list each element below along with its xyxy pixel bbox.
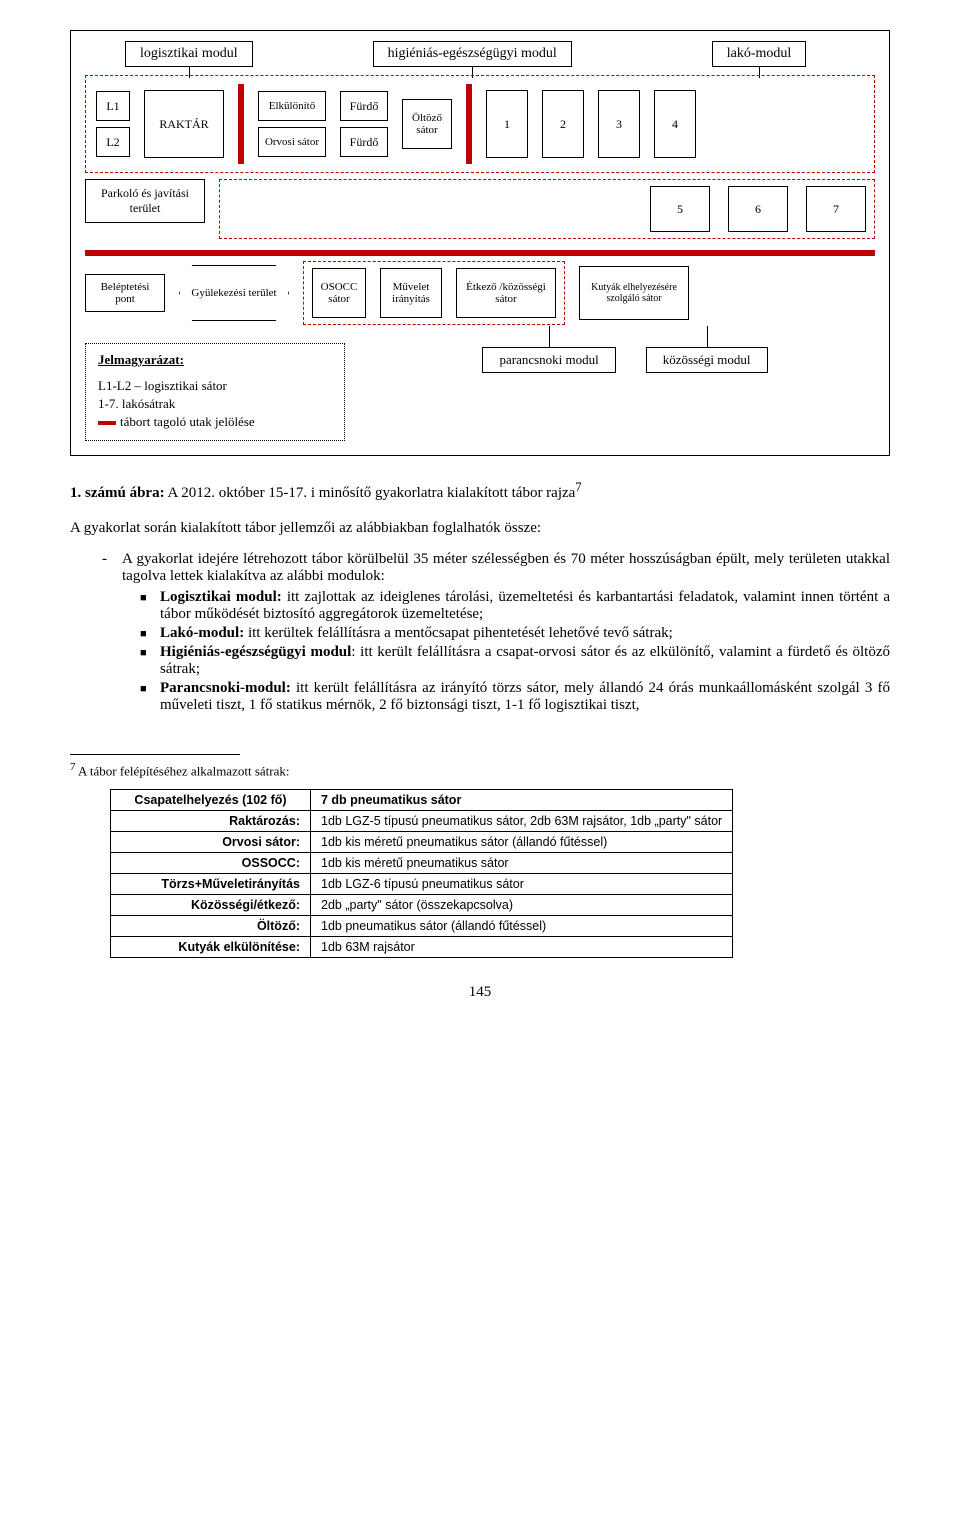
label-logisztikai: logisztikai modul <box>125 41 253 67</box>
box-L1: L1 <box>96 91 130 121</box>
legend-lako: 1-7. lakósátrak <box>98 396 332 412</box>
table-cell: 1db LGZ-6 típusú pneumatikus sátor <box>311 874 733 895</box>
box-furdo-2: Fürdő <box>340 127 388 157</box>
legend-box: Jelmagyarázat: L1-L2 – logisztikai sátor… <box>85 343 345 441</box>
box-osocc: OSOCC sátor <box>312 268 366 318</box>
box-etkezo: Étkező /közösségi sátor <box>456 268 556 318</box>
table-cell: 1db 63M rajsátor <box>311 937 733 958</box>
table-cell: Öltöző: <box>111 916 311 937</box>
box-furdo-1: Fürdő <box>340 91 388 121</box>
page-number: 145 <box>70 984 890 1001</box>
intro-para: A gyakorlat során kialakított tábor jell… <box>70 520 890 537</box>
camp-diagram: logisztikai modul higiéniás-egészségügyi… <box>70 30 890 456</box>
table-cell: OSSOCC: <box>111 853 311 874</box>
box-elkulonito: Elkülönítő <box>258 91 326 121</box>
table-cell: Kutyák elkülönítése: <box>111 937 311 958</box>
tents-table: Csapatelhelyezés (102 fő)7 db pneumatiku… <box>110 789 733 958</box>
box-kutyak: Kutyák elhelyezésére szolgáló sátor <box>579 266 689 320</box>
table-cell: Közösségi/étkező: <box>111 895 311 916</box>
label-higienias: higiéniás-egészségügyi modul <box>373 41 572 67</box>
legend-red-swatch <box>98 421 116 425</box>
hex-gyulekezesi: Gyülekezési terület <box>179 265 289 321</box>
table-cell: 2db „party" sátor (összekapcsolva) <box>311 895 733 916</box>
legend-title: Jelmagyarázat: <box>98 352 332 368</box>
module-row-3: Beléptetési pont Gyülekezési terület OSO… <box>85 261 875 325</box>
red-path-main <box>85 245 875 257</box>
caption-sup: 7 <box>575 480 581 494</box>
table-cell: 1db kis méretű pneumatikus sátor <box>311 853 733 874</box>
table-cell: 1db kis méretű pneumatikus sátor (álland… <box>311 832 733 853</box>
box-beleptetes: Beléptetési pont <box>85 274 165 312</box>
footnote-7: 7 A tábor felépítéséhez alkalmazott sátr… <box>70 761 890 779</box>
label-kozossegi: közösségi modul <box>646 347 768 373</box>
table-row: Csapatelhelyezés (102 fő)7 db pneumatiku… <box>111 790 733 811</box>
footnote-separator <box>70 754 240 755</box>
table-cell: Törzs+Műveletirányítás <box>111 874 311 895</box>
module-row-2-right: 5 6 7 <box>219 179 875 239</box>
dash-list: - A gyakorlat idejére létrehozott tábor … <box>102 551 890 585</box>
table-cell: 7 db pneumatikus sátor <box>311 790 733 811</box>
table-row: Raktározás:1db LGZ-5 típusú pneumatikus … <box>111 811 733 832</box>
table-row: OSSOCC:1db kis méretű pneumatikus sátor <box>111 853 733 874</box>
legend-l1l2: L1-L2 – logisztikai sátor <box>98 378 332 394</box>
sq-par: ■ Parancsnoki-modul: itt került felállít… <box>140 680 890 714</box>
table-row: Öltöző:1db pneumatikus sátor (állandó fű… <box>111 916 733 937</box>
box-muvelet: Művelet irányítás <box>380 268 442 318</box>
box-5: 5 <box>650 186 710 232</box>
box-6: 6 <box>728 186 788 232</box>
module-labels: parancsnoki modul közösségi modul <box>375 343 875 373</box>
box-1: 1 <box>486 90 528 158</box>
box-2: 2 <box>542 90 584 158</box>
box-raktar: RAKTÁR <box>144 90 224 158</box>
legend-row: Jelmagyarázat: L1-L2 – logisztikai sátor… <box>85 343 875 441</box>
box-3: 3 <box>598 90 640 158</box>
square-list: ■ Logisztikai modul: itt zajlottak az id… <box>140 589 890 714</box>
table-cell: 1db pneumatikus sátor (állandó fűtéssel) <box>311 916 733 937</box>
module-row-2: Parkoló és javítási terület 5 6 7 <box>85 179 875 239</box>
caption-bold: 1. számú ábra: <box>70 485 165 501</box>
table-row: Törzs+Műveletirányítás1db LGZ-6 típusú p… <box>111 874 733 895</box>
sq-lako: ■ Lakó-modul: itt kerültek felállításra … <box>140 625 890 642</box>
sq-log: ■ Logisztikai modul: itt zajlottak az id… <box>140 589 890 623</box>
table-row: Közösségi/étkező:2db „party" sátor (össz… <box>111 895 733 916</box>
box-parkolo: Parkoló és javítási terület <box>85 179 205 223</box>
figure-caption: 1. számú ábra: A 2012. október 15-17. i … <box>70 480 890 502</box>
table-row: Orvosi sátor:1db kis méretű pneumatikus … <box>111 832 733 853</box>
red-path-v2 <box>466 84 472 164</box>
red-path-v1 <box>238 84 244 164</box>
box-4: 4 <box>654 90 696 158</box>
table-row: Kutyák elkülönítése:1db 63M rajsátor <box>111 937 733 958</box>
command-area: OSOCC sátor Művelet irányítás Étkező /kö… <box>303 261 565 325</box>
module-row-1: L1 L2 RAKTÁR Elkülönítő Orvosi sátor Für… <box>85 75 875 173</box>
dash-item-1: - A gyakorlat idejére létrehozott tábor … <box>102 551 890 585</box>
table-cell: Csapatelhelyezés (102 fő) <box>111 790 311 811</box>
table-cell: 1db LGZ-5 típusú pneumatikus sátor, 2db … <box>311 811 733 832</box>
sq-hig: ■ Higiéniás-egészségügyi modul: itt kerü… <box>140 644 890 678</box>
legend-utak: tábort tagoló utak jelölése <box>98 414 332 430</box>
label-parancsnoki: parancsnoki modul <box>482 347 615 373</box>
top-labels-row: logisztikai modul higiéniás-egészségügyi… <box>125 41 875 67</box>
table-cell: Orvosi sátor: <box>111 832 311 853</box>
box-oltozo: Öltöző sátor <box>402 99 452 149</box>
table-cell: Raktározás: <box>111 811 311 832</box>
box-L2: L2 <box>96 127 130 157</box>
box-7: 7 <box>806 186 866 232</box>
label-lako: lakó-modul <box>712 41 807 67</box>
caption-rest: A 2012. október 15-17. i minősítő gyakor… <box>165 485 576 501</box>
box-orvosi: Orvosi sátor <box>258 127 326 157</box>
dash-item-1-text: A gyakorlat idejére létrehozott tábor kö… <box>122 551 890 585</box>
